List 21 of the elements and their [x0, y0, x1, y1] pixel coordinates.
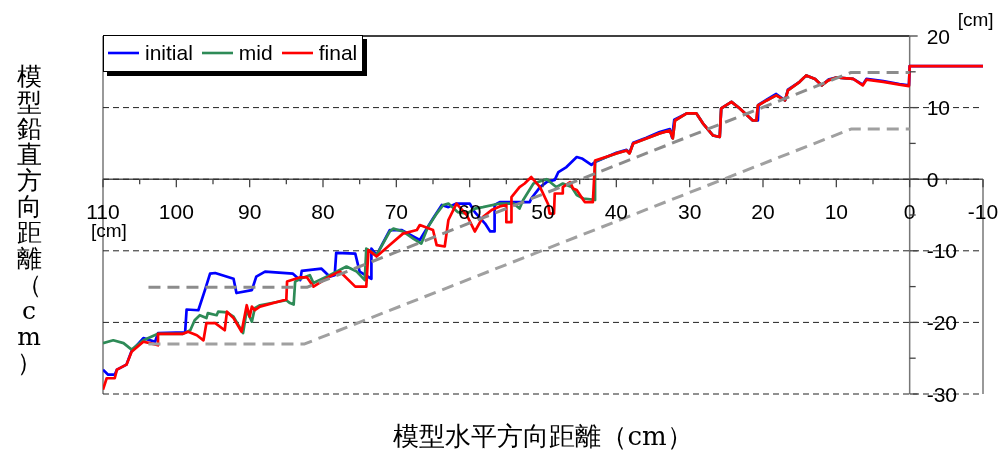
legend-label: initial	[145, 41, 193, 65]
x-tick-label: 20	[751, 200, 775, 224]
x-tick-label: 10	[824, 200, 849, 224]
y-tick-label: -10	[926, 239, 958, 263]
x-tick-label: 90	[237, 200, 262, 224]
y-tick-label: -20	[926, 310, 958, 334]
text: 模型鉛直方向距離（cm）	[16, 62, 42, 377]
x-tick-label: 100	[158, 200, 194, 224]
x-tick-label: 40	[604, 200, 629, 224]
x-tick-label: 30	[677, 200, 702, 224]
x-tick-label: 70	[384, 200, 409, 224]
x-tick-label: 80	[311, 200, 335, 224]
x-axis-title: 模型水平方向距離（cm）	[393, 420, 693, 453]
x-tick-label: 0	[903, 200, 916, 224]
y-tick-label: 20	[926, 24, 951, 48]
legend-label: final	[318, 41, 358, 65]
text: [cm]	[957, 9, 994, 31]
legend-label: mid	[238, 41, 273, 65]
x-tick-label: -10	[967, 200, 999, 224]
x-tick-label: 50	[531, 200, 555, 224]
y-tick-label: -30	[926, 382, 958, 406]
